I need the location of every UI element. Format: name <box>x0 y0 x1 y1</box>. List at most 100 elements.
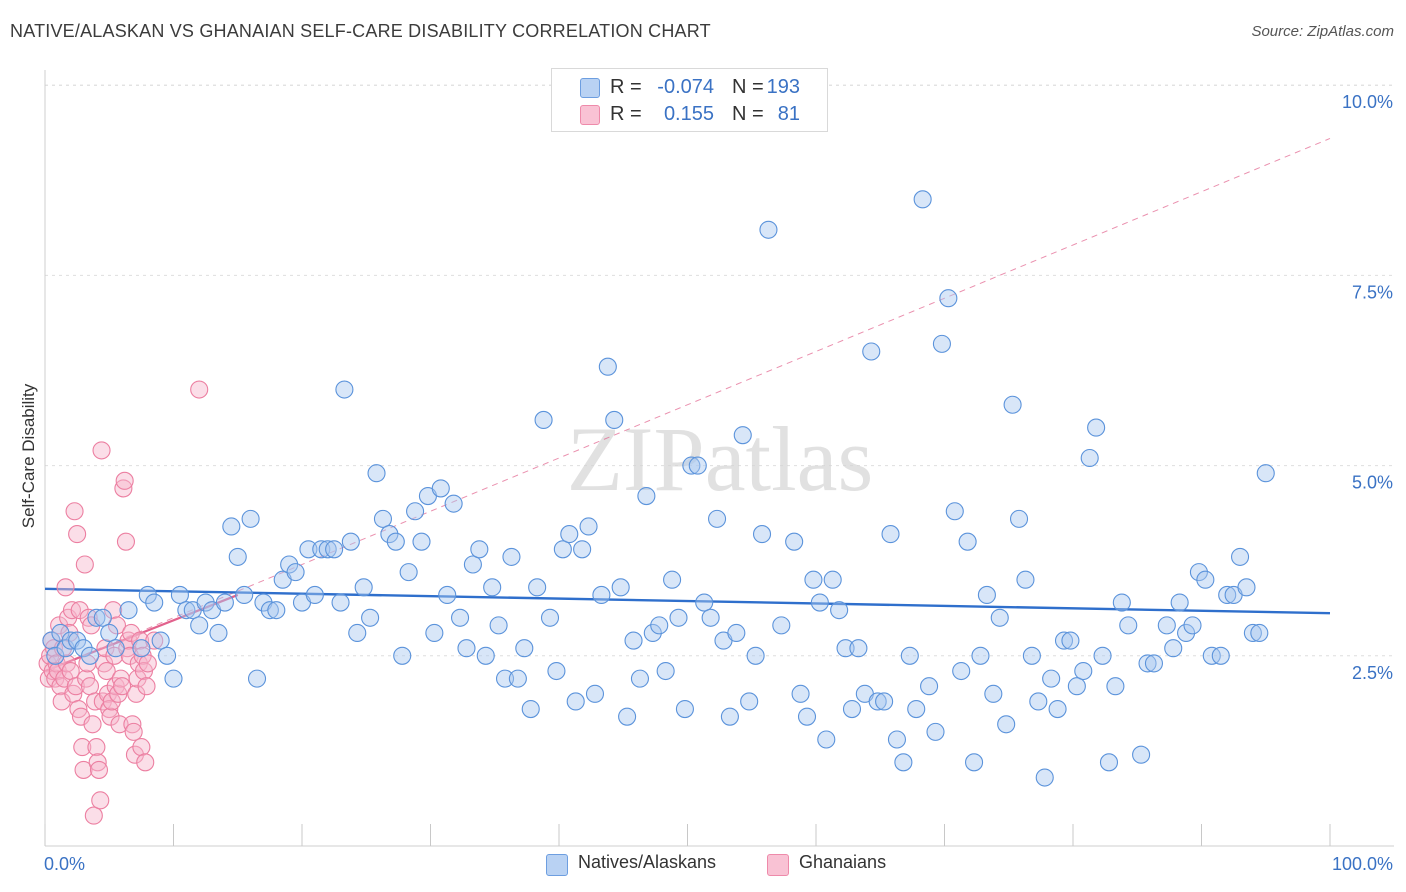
point-natives <box>823 570 842 589</box>
point-natives <box>463 555 482 574</box>
axes <box>44 70 1394 847</box>
point-natives <box>457 639 476 658</box>
point-natives <box>881 525 900 544</box>
point-natives <box>318 540 337 559</box>
point-natives <box>354 578 373 597</box>
point-natives <box>611 578 630 597</box>
point-natives <box>241 509 260 528</box>
point-natives <box>630 669 650 688</box>
point-natives <box>1022 646 1041 665</box>
point-natives <box>1177 623 1196 643</box>
point-natives <box>810 593 829 612</box>
point-natives <box>386 532 405 551</box>
legend-n-label: N = <box>732 103 764 125</box>
point-natives <box>849 639 868 658</box>
point-natives <box>1189 563 1208 582</box>
point-ghanaians <box>92 441 111 460</box>
point-natives <box>785 532 804 551</box>
point-natives <box>348 623 367 643</box>
point-natives <box>1256 464 1275 483</box>
point-natives <box>695 593 714 612</box>
y-axis-label: Self-Care Disability <box>19 383 38 528</box>
point-natives <box>489 616 508 635</box>
point-ghanaians <box>65 502 84 521</box>
point-ghanaians <box>114 479 133 498</box>
point-natives <box>138 585 157 604</box>
point-ghanaians <box>115 471 134 490</box>
y-tick-label: 10.0% <box>1342 92 1393 112</box>
point-ghanaians <box>138 654 157 673</box>
point-natives <box>1061 631 1080 650</box>
point-natives <box>977 585 996 604</box>
point-natives <box>406 502 425 521</box>
point-natives <box>100 623 119 643</box>
point-natives <box>1054 631 1074 650</box>
point-natives <box>740 692 759 711</box>
legend-row-natives: R = -0.074 N = 193 <box>552 74 827 100</box>
point-natives <box>900 646 919 665</box>
point-natives <box>939 289 958 308</box>
point-natives <box>502 547 521 566</box>
point-natives <box>1087 418 1106 437</box>
point-natives <box>701 608 720 627</box>
point-natives <box>235 585 254 604</box>
point-natives <box>528 578 547 597</box>
point-ghanaians <box>127 684 146 703</box>
point-natives <box>952 661 971 681</box>
point-natives <box>145 593 164 612</box>
legend-r-label: R = <box>610 103 642 125</box>
point-natives <box>791 684 810 703</box>
point-natives <box>373 509 393 528</box>
point-natives <box>93 608 112 627</box>
point-natives <box>682 456 701 475</box>
point-natives <box>222 517 241 536</box>
point-natives <box>1231 547 1250 566</box>
point-ghanaians <box>84 806 103 825</box>
point-natives <box>579 517 598 536</box>
point-natives <box>585 684 605 703</box>
point-natives <box>965 753 984 772</box>
point-natives <box>945 502 964 521</box>
point-natives <box>305 585 324 604</box>
legend-swatch-natives <box>546 854 568 876</box>
point-natives <box>335 380 354 399</box>
legend-r-value: -0.074 <box>657 76 714 98</box>
legend-n-value: 81 <box>777 103 800 125</box>
point-ghanaians <box>80 677 100 696</box>
point-natives <box>325 540 344 559</box>
point-ghanaians <box>56 578 75 597</box>
point-natives <box>1164 639 1183 658</box>
point-natives <box>106 639 125 658</box>
point-natives <box>1080 448 1099 468</box>
point-natives <box>451 608 470 627</box>
point-natives <box>733 426 752 445</box>
point-natives <box>1144 654 1164 673</box>
legend-swatch-ghanaians <box>580 105 600 125</box>
point-natives <box>158 646 177 665</box>
point-natives <box>46 646 65 665</box>
point-natives <box>752 525 772 544</box>
point-natives <box>476 646 495 665</box>
correlation-legend: R = -0.074 N = 193 R = 0.155 N = 81 <box>551 68 828 132</box>
point-natives <box>817 730 836 749</box>
point-natives <box>772 616 791 635</box>
point-natives <box>926 722 945 741</box>
legend-label-natives: Natives/Alaskans <box>578 852 717 872</box>
point-natives <box>470 540 489 559</box>
point-ghanaians <box>113 677 132 696</box>
point-natives <box>286 563 305 582</box>
point-natives <box>875 692 894 711</box>
point-natives <box>68 631 87 650</box>
point-natives <box>361 608 380 627</box>
point-natives <box>267 601 286 620</box>
point-natives <box>842 700 862 719</box>
point-natives <box>637 486 656 506</box>
point-natives <box>444 494 463 513</box>
point-natives <box>170 585 189 604</box>
point-natives <box>1250 623 1269 643</box>
point-ghanaians <box>110 715 129 734</box>
legend-n-label: N = <box>732 76 764 98</box>
point-natives <box>495 669 515 688</box>
point-natives <box>663 570 682 589</box>
point-ghanaians <box>97 661 116 681</box>
